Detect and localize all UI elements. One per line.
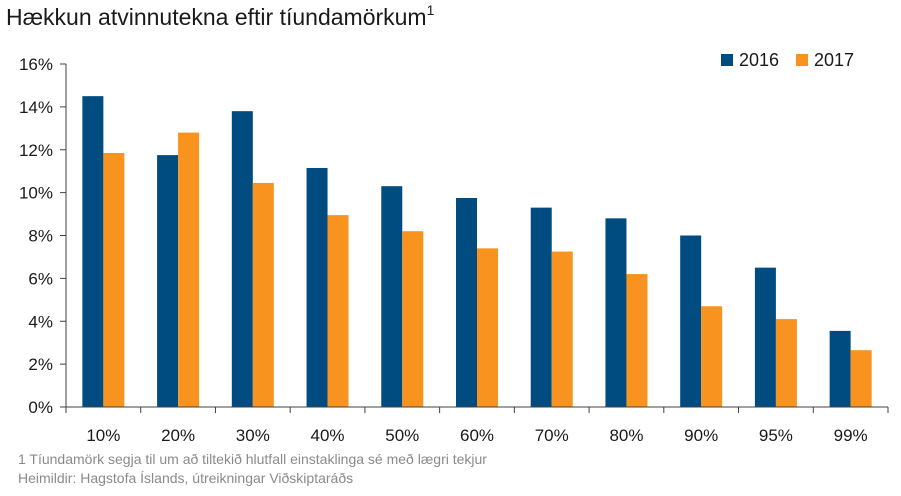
x-tick-label: 30% [236, 426, 270, 445]
source-note: Heimildir: Hagstofa Íslands, útreikninga… [18, 470, 354, 486]
bar-2017-80pct [626, 274, 648, 407]
bar-2016-10pct [82, 96, 104, 407]
bar-2017-20pct [178, 132, 200, 407]
y-tick-label: 12% [19, 141, 53, 160]
bar-2016-30pct [231, 111, 253, 407]
bar-2016-40pct [306, 167, 328, 407]
chart-title-text: Hækkun atvinnutekna eftir tíundamörkum [6, 4, 427, 30]
bar-2017-70pct [551, 251, 573, 407]
bar-2016-80pct [605, 218, 627, 407]
legend-label-2017: 2017 [814, 50, 854, 70]
y-tick-label: 0% [28, 398, 53, 417]
bar-2016-20pct [157, 155, 179, 407]
y-tick-label: 8% [28, 227, 53, 246]
x-tick-label: 70% [535, 426, 569, 445]
bar-chart: 0% 2% 4% 6% 8% 10% 12% 14% 16% 10% 20% 30% 40% 50% 60%… [19, 50, 889, 445]
bar-2016-95pct [754, 267, 776, 407]
x-tick-label: 60% [460, 426, 494, 445]
x-tick-label: 20% [161, 426, 195, 445]
bar-2016-70pct [530, 207, 552, 407]
x-tick-label: 99% [834, 426, 868, 445]
bar-2016-99pct [829, 330, 851, 407]
bar-2017-90pct [701, 306, 723, 407]
legend-swatch-2017 [796, 54, 808, 66]
bar-2017-40pct [327, 215, 349, 407]
x-tick-label: 50% [385, 426, 419, 445]
legend-label-2016: 2016 [739, 50, 779, 70]
footnote: 1 Tíundamörk segja til um að tiltekið hl… [18, 451, 487, 467]
y-tick-label: 6% [28, 269, 53, 288]
bar-2017-30pct [252, 182, 274, 407]
y-tick-label: 2% [28, 355, 53, 374]
y-tick-label: 14% [19, 98, 53, 117]
x-tick-label: 80% [609, 426, 643, 445]
x-tick-label: 90% [684, 426, 718, 445]
y-tick-label: 10% [19, 184, 53, 203]
x-tick-label: 10% [86, 426, 120, 445]
y-tick-label: 4% [28, 312, 53, 331]
legend-swatch-2016 [721, 54, 733, 66]
x-tick-label: 95% [759, 426, 793, 445]
bar-2017-99pct [850, 350, 872, 407]
bar-2017-95pct [775, 319, 797, 407]
bar-2017-10pct [103, 152, 125, 407]
bar-2016-90pct [680, 235, 702, 407]
title-footnote-mark: 1 [426, 2, 435, 18]
chart-title: Hækkun atvinnutekna eftir tíundamörkum1 [6, 2, 435, 31]
y-tick-label: 16% [19, 55, 53, 74]
x-tick-label: 40% [311, 426, 345, 445]
bar-2016-60pct [456, 197, 477, 407]
bar-2016-50pct [381, 186, 403, 407]
bar-2017-60pct [477, 248, 498, 407]
bar-2017-50pct [402, 231, 424, 407]
